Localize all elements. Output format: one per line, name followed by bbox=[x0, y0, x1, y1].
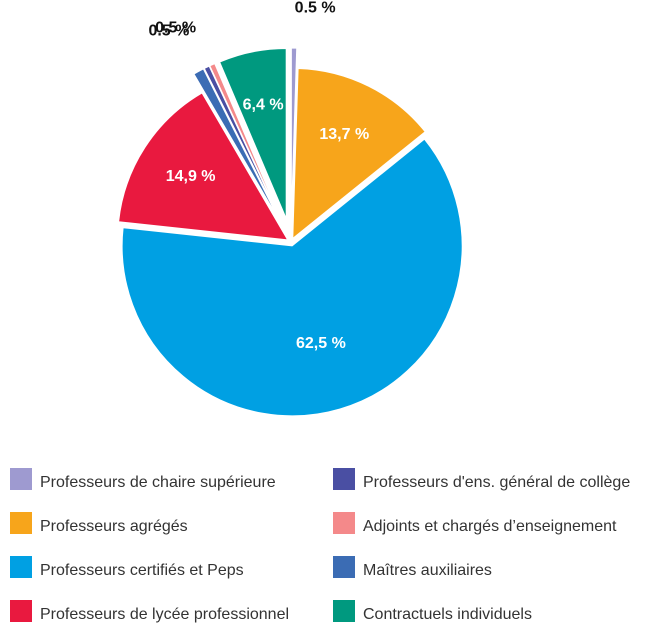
legend-swatch bbox=[10, 512, 32, 534]
data-label: 0.5 % bbox=[155, 19, 196, 36]
pie-slice bbox=[203, 65, 282, 221]
legend-label: Professeurs de chaire supérieure bbox=[40, 474, 276, 491]
legend-swatch bbox=[10, 468, 32, 490]
legend-label: Maîtres auxiliaires bbox=[363, 562, 492, 579]
legend-swatch bbox=[10, 556, 32, 578]
pie-slice bbox=[209, 62, 282, 221]
legend-label: Professeurs de lycée professionnel bbox=[40, 606, 289, 623]
data-label: 0.5 % bbox=[148, 22, 189, 39]
legend-swatch bbox=[333, 512, 355, 534]
legend-swatch bbox=[333, 600, 355, 622]
legend-label: Professeurs agrégés bbox=[40, 518, 188, 535]
legend-label: Contractuels individuels bbox=[363, 606, 532, 623]
data-label: 62,5 % bbox=[296, 335, 346, 352]
data-label: 0.5 % bbox=[295, 0, 336, 16]
legend-label: Professeurs certifiés et Peps bbox=[40, 562, 244, 579]
legend-swatch bbox=[333, 556, 355, 578]
legend-swatch bbox=[333, 468, 355, 490]
pie-slice bbox=[219, 47, 287, 219]
pie-slice bbox=[292, 67, 426, 240]
legend-label: Professeurs d'ens. général de collège bbox=[363, 474, 630, 491]
pie-slice bbox=[193, 68, 281, 222]
legend-label: Adjoints et chargés d’enseignement bbox=[363, 518, 617, 535]
pie-slice bbox=[290, 47, 298, 219]
data-label: 14,9 % bbox=[166, 168, 216, 185]
pie-slice bbox=[121, 138, 463, 417]
pie-slice bbox=[118, 92, 289, 241]
data-label: 6,4 % bbox=[243, 96, 284, 113]
legend-swatch bbox=[10, 600, 32, 622]
data-label: 13,7 % bbox=[319, 126, 369, 143]
